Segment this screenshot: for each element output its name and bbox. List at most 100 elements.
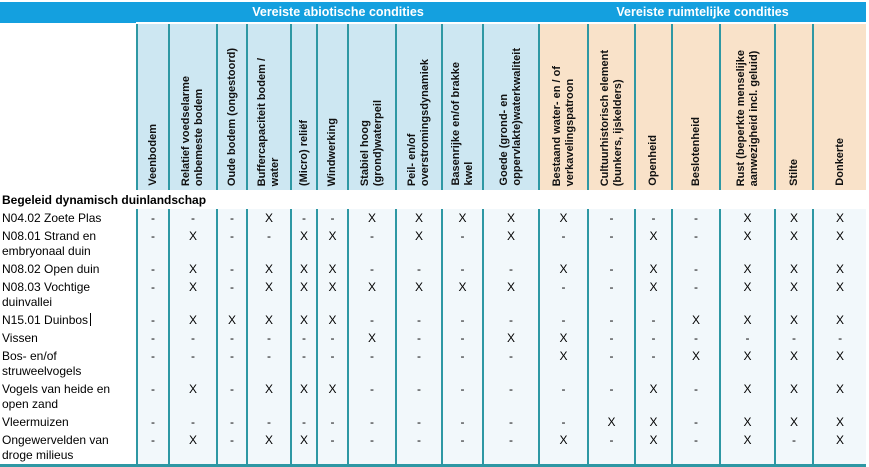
cell-mark[interactable]: X bbox=[538, 347, 589, 380]
cell-mark[interactable]: - bbox=[290, 347, 317, 380]
cell-mark[interactable]: X bbox=[347, 209, 396, 227]
cell-mark[interactable]: - bbox=[216, 329, 247, 347]
cell-mark[interactable]: - bbox=[481, 347, 540, 380]
cell-mark[interactable]: X bbox=[168, 260, 217, 278]
cell-mark[interactable]: X bbox=[168, 380, 217, 413]
cell-mark[interactable]: X bbox=[634, 260, 673, 278]
cell-mark[interactable]: - bbox=[587, 278, 636, 311]
cell-mark[interactable]: - bbox=[168, 413, 217, 431]
cell-mark[interactable]: X bbox=[246, 431, 291, 466]
cell-mark[interactable]: X bbox=[481, 209, 540, 227]
cell-mark[interactable]: - bbox=[671, 278, 721, 311]
cell-mark[interactable]: - bbox=[441, 413, 483, 431]
cell-mark[interactable]: - bbox=[441, 380, 483, 413]
cell-mark[interactable]: - bbox=[538, 413, 589, 431]
cell-mark[interactable]: X bbox=[812, 380, 867, 413]
cell-mark[interactable]: X bbox=[246, 311, 291, 329]
cell-mark[interactable]: X bbox=[246, 260, 291, 278]
cell-mark[interactable]: - bbox=[481, 413, 540, 431]
cell-mark[interactable]: X bbox=[395, 209, 442, 227]
cell-mark[interactable]: X bbox=[538, 329, 589, 347]
cell-mark[interactable]: - bbox=[481, 431, 540, 466]
column-header-6[interactable]: Windwerking bbox=[316, 22, 348, 190]
cell-mark[interactable]: - bbox=[136, 380, 169, 413]
cell-mark[interactable]: - bbox=[634, 347, 673, 380]
cell-mark[interactable]: X bbox=[812, 431, 867, 466]
cell-mark[interactable]: - bbox=[136, 329, 169, 347]
cell-mark[interactable]: X bbox=[316, 260, 348, 278]
cell-mark[interactable]: X bbox=[481, 329, 540, 347]
cell-mark[interactable]: - bbox=[316, 209, 348, 227]
row-label[interactable]: Ongewervelden van droge milieus bbox=[0, 431, 137, 466]
cell-mark[interactable]: X bbox=[538, 209, 589, 227]
column-header-15[interactable]: Rust (beperkte menselijke aanwezigheid in… bbox=[719, 22, 776, 190]
cell-mark[interactable]: - bbox=[316, 347, 348, 380]
cell-mark[interactable]: X bbox=[774, 209, 814, 227]
cell-mark[interactable]: - bbox=[136, 431, 169, 466]
cell-mark[interactable]: - bbox=[216, 413, 247, 431]
cell-mark[interactable]: X bbox=[168, 311, 217, 329]
cell-mark[interactable]: - bbox=[587, 431, 636, 466]
cell-mark[interactable]: X bbox=[719, 260, 776, 278]
cell-mark[interactable]: X bbox=[347, 329, 396, 347]
cell-mark[interactable]: X bbox=[634, 413, 673, 431]
cell-mark[interactable]: - bbox=[316, 413, 348, 431]
column-header-10[interactable]: Goede (grond- en oppervlakte)waterkwalite… bbox=[481, 22, 540, 190]
cell-mark[interactable]: - bbox=[481, 380, 540, 413]
cell-mark[interactable]: X bbox=[812, 347, 867, 380]
row-label[interactable]: Vissen bbox=[0, 329, 137, 347]
cell-mark[interactable]: - bbox=[538, 311, 589, 329]
cell-mark[interactable]: X bbox=[812, 227, 867, 260]
row-label[interactable]: N04.02 Zoete Plas bbox=[0, 209, 137, 227]
column-header-17[interactable]: Donkerte bbox=[812, 22, 867, 190]
cell-mark[interactable]: - bbox=[246, 347, 291, 380]
cell-mark[interactable]: - bbox=[395, 260, 442, 278]
cell-mark[interactable]: - bbox=[216, 347, 247, 380]
cell-mark[interactable]: X bbox=[246, 209, 291, 227]
cell-mark[interactable]: - bbox=[246, 329, 291, 347]
cell-mark[interactable]: - bbox=[136, 209, 169, 227]
row-label[interactable]: Vogels van heide en open zand bbox=[0, 380, 137, 413]
cell-mark[interactable]: X bbox=[671, 347, 721, 380]
column-header-7[interactable]: Stabiel hoog (grond)waterpeil bbox=[347, 22, 396, 190]
cell-mark[interactable]: X bbox=[812, 278, 867, 311]
cell-mark[interactable]: - bbox=[395, 347, 442, 380]
cell-mark[interactable]: - bbox=[481, 311, 540, 329]
cell-mark[interactable]: - bbox=[216, 260, 247, 278]
cell-mark[interactable]: - bbox=[395, 311, 442, 329]
cell-mark[interactable]: X bbox=[316, 311, 348, 329]
cell-mark[interactable]: - bbox=[136, 311, 169, 329]
cell-mark[interactable]: - bbox=[481, 260, 540, 278]
cell-mark[interactable]: - bbox=[587, 347, 636, 380]
cell-mark[interactable]: X bbox=[316, 380, 348, 413]
cell-mark[interactable]: X bbox=[168, 431, 217, 466]
cell-mark[interactable]: X bbox=[290, 227, 317, 260]
column-header-8[interactable]: Peil- en/of overstromingsdynamiek bbox=[395, 22, 442, 190]
cell-mark[interactable]: - bbox=[395, 413, 442, 431]
cell-mark[interactable]: - bbox=[719, 329, 776, 347]
cell-mark[interactable]: X bbox=[246, 380, 291, 413]
cell-mark[interactable]: X bbox=[774, 380, 814, 413]
cell-mark[interactable]: X bbox=[812, 413, 867, 431]
cell-mark[interactable]: X bbox=[168, 227, 217, 260]
cell-mark[interactable]: - bbox=[347, 347, 396, 380]
row-label[interactable]: N15.01 Duinbos bbox=[0, 311, 137, 329]
column-header-16[interactable]: Stilte bbox=[774, 22, 814, 190]
cell-mark[interactable]: X bbox=[290, 431, 317, 466]
column-header-9[interactable]: Basenrijke en/of brakke kwel bbox=[441, 22, 483, 190]
cell-mark[interactable]: - bbox=[774, 431, 814, 466]
cell-mark[interactable]: - bbox=[136, 227, 169, 260]
cell-mark[interactable]: X bbox=[671, 311, 721, 329]
cell-mark[interactable]: - bbox=[216, 380, 247, 413]
cell-mark[interactable]: X bbox=[441, 209, 483, 227]
cell-mark[interactable]: X bbox=[290, 278, 317, 311]
cell-mark[interactable]: X bbox=[290, 260, 317, 278]
cell-mark[interactable]: - bbox=[395, 329, 442, 347]
cell-mark[interactable]: - bbox=[216, 278, 247, 311]
cell-mark[interactable]: - bbox=[587, 227, 636, 260]
cell-mark[interactable]: X bbox=[634, 380, 673, 413]
cell-mark[interactable]: X bbox=[812, 260, 867, 278]
cell-mark[interactable]: X bbox=[634, 227, 673, 260]
cell-mark[interactable]: X bbox=[216, 311, 247, 329]
cell-mark[interactable]: - bbox=[441, 227, 483, 260]
